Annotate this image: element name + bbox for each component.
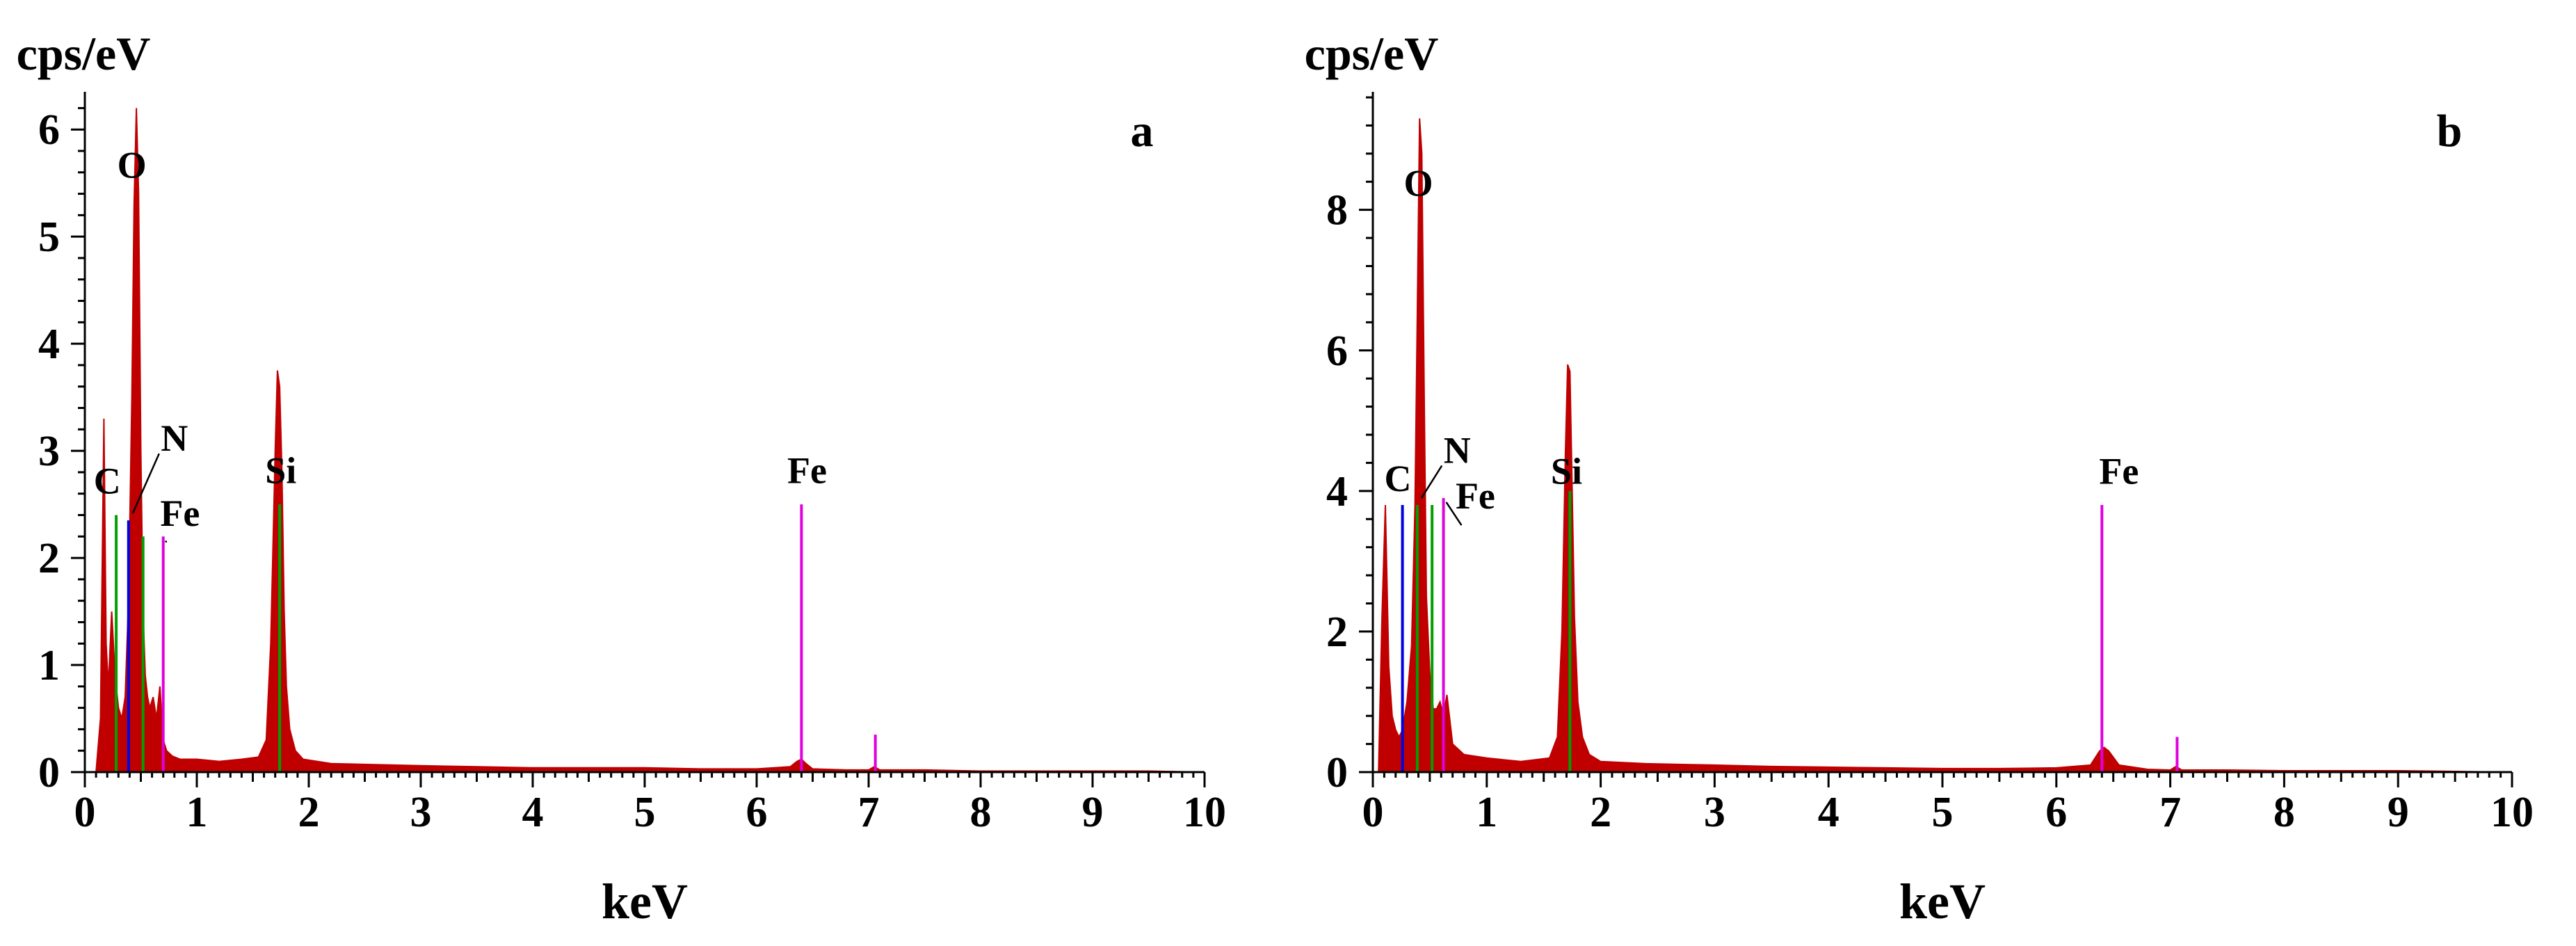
spectrum-panel-a: 0 1 2 3 4 5 6 7 8 9 10 0 1 2 3 4 5 6 cps/eV keV a O C N Fe Si Fe	[17, 27, 1226, 929]
element-label-fe: Fe	[1456, 475, 1495, 517]
element-label-fe: Fe	[160, 492, 200, 534]
y-tick-label: 5	[38, 214, 60, 261]
spectrum-panel-b: 0 1 2 3 4 5 6 7 8 9 10 0 2 4 6 8 cps/eV keV b O C N Fe Si Fe	[1288, 0, 2576, 946]
x-tick-label: 5	[634, 789, 656, 836]
element-label-si: Si	[1551, 451, 1582, 492]
y-tick-label: 2	[1326, 609, 1348, 656]
y-tick-label: 8	[1326, 187, 1348, 234]
x-tick-label: 5	[1932, 789, 1954, 836]
y-tick-label: 0	[1326, 749, 1348, 796]
x-tick-label: 8	[970, 789, 992, 836]
y-tick-label: 2	[38, 535, 60, 582]
x-tick-label: 1	[186, 789, 208, 836]
y-tick-label: 0	[38, 749, 60, 796]
x-tick-label: 3	[1704, 789, 1725, 836]
x-tick-label: 2	[298, 789, 320, 836]
y-tick-label: 4	[38, 321, 60, 368]
x-tick-label: 7	[858, 789, 880, 836]
y-tick-label: 3	[38, 428, 60, 475]
x-tick-label: 10	[1183, 789, 1226, 836]
x-tick-label: 9	[1082, 789, 1104, 836]
x-tick-label: 10	[2490, 789, 2534, 836]
x-tick-label: 0	[74, 789, 96, 836]
x-tick-label: 8	[2273, 789, 2295, 836]
x-tick-label: 7	[2159, 789, 2181, 836]
leader-line-n	[1420, 465, 1443, 499]
x-tick-label: 6	[2045, 789, 2067, 836]
x-tick-label: 4	[1818, 789, 1840, 836]
element-label-c: C	[94, 460, 121, 502]
element-label-si: Si	[265, 449, 296, 491]
element-label-fe: Fe	[787, 449, 827, 491]
y-axis-label: cps/eV	[17, 27, 151, 80]
element-label-c: C	[1385, 458, 1412, 499]
panel-label: a	[1131, 106, 1154, 157]
element-label-n: N	[1444, 429, 1471, 471]
y-tick-label: 4	[1326, 468, 1348, 515]
element-label-o: O	[1404, 162, 1433, 204]
x-axis-label: keV	[1899, 874, 1986, 929]
element-label-n: N	[161, 417, 188, 459]
x-axis-label: keV	[602, 874, 688, 929]
x-tick-label: 3	[410, 789, 432, 836]
y-tick-label: 6	[38, 106, 60, 154]
x-tick-label: 0	[1362, 789, 1384, 836]
y-axis-label: cps/eV	[1305, 27, 1439, 80]
spectrum-area	[95, 108, 1204, 773]
x-tick-label: 9	[2388, 789, 2409, 836]
x-tick-label: 4	[522, 789, 544, 836]
leader-line-n	[131, 453, 160, 514]
element-label-fe: Fe	[2099, 451, 2139, 492]
y-tick-label: 1	[38, 642, 60, 689]
x-tick-label: 1	[1476, 789, 1497, 836]
x-tick-label: 2	[1590, 789, 1611, 836]
leader-line-fe	[1445, 502, 1463, 526]
panel-label: b	[2437, 106, 2463, 157]
spectrum-chart-a: 0 1 2 3 4 5 6 7 8 9 10 0 1 2 3 4 5 6 cps/eV keV a O CN Fe Si Fe	[17, 27, 1226, 929]
spectrum-area	[1378, 118, 2511, 773]
y-tick-label: 6	[1326, 328, 1348, 375]
element-label-o: O	[118, 144, 147, 186]
x-tick-label: 6	[746, 789, 768, 836]
